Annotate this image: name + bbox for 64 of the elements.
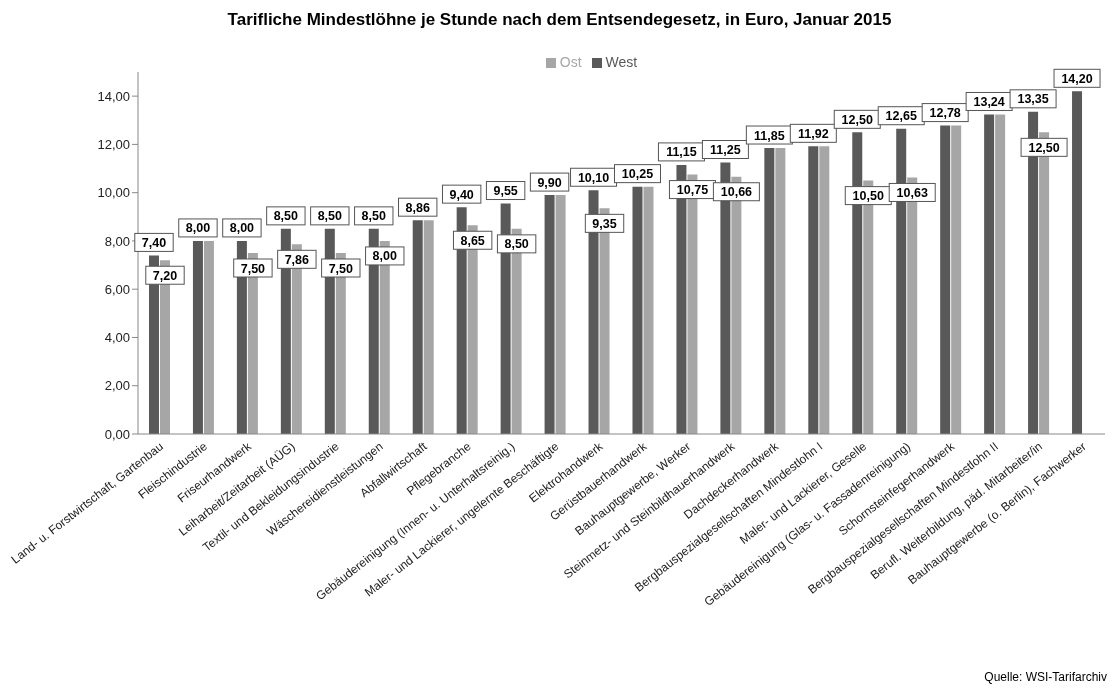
data-label: 8,50 bbox=[361, 209, 386, 224]
data-label: 9,90 bbox=[537, 175, 562, 190]
bar bbox=[544, 195, 555, 434]
data-label: 11,25 bbox=[710, 143, 741, 157]
data-label: 13,35 bbox=[1017, 92, 1049, 107]
bar bbox=[984, 114, 995, 434]
legend-label: Ost bbox=[559, 54, 582, 70]
data-label: 10,63 bbox=[896, 185, 928, 200]
bar bbox=[951, 125, 962, 434]
data-label: 8,00 bbox=[229, 221, 255, 236]
data-label: 14,20 bbox=[1061, 71, 1093, 86]
data-label: 7,86 bbox=[284, 252, 310, 267]
data-label: 7,40 bbox=[141, 235, 167, 250]
data-label: 7,20 bbox=[152, 268, 178, 283]
data-label: 11,92 bbox=[798, 126, 829, 141]
chart-title: Tarifliche Mindestlöhne je Stunde nach dem Entsendegesetz, in Euro, Januar 2015 bbox=[226, 9, 893, 31]
data-label: 8,50 bbox=[273, 209, 299, 224]
data-label: 7,50 bbox=[240, 261, 266, 276]
data-label: 10,25 bbox=[621, 167, 654, 182]
data-label: 10,50 bbox=[852, 189, 884, 204]
source-note: Quelle: WSI-Tarifarchiv bbox=[984, 670, 1107, 684]
bar bbox=[423, 220, 434, 434]
bar bbox=[940, 125, 951, 434]
data-label: 8,00 bbox=[372, 249, 397, 264]
data-label: 10,10 bbox=[577, 170, 610, 185]
bar bbox=[632, 186, 643, 434]
bar bbox=[203, 240, 214, 434]
data-label: 8,00 bbox=[185, 221, 211, 236]
bar bbox=[192, 240, 203, 434]
y-tick-label: 0,00 bbox=[104, 426, 130, 442]
data-label: 8,50 bbox=[317, 209, 343, 224]
data-label: 9,40 bbox=[449, 187, 474, 202]
data-label: 8,65 bbox=[460, 233, 485, 248]
y-tick-label: 12,00 bbox=[97, 137, 130, 153]
bar bbox=[819, 146, 830, 434]
data-label: 9,55 bbox=[493, 184, 518, 199]
bar bbox=[412, 220, 423, 434]
y-tick-label: 14,00 bbox=[97, 88, 130, 104]
data-label: 12,78 bbox=[929, 106, 961, 121]
y-tick-label: 10,00 bbox=[97, 185, 130, 201]
data-label: 11,15 bbox=[666, 145, 697, 160]
bar bbox=[764, 148, 775, 434]
data-label: 10,75 bbox=[676, 183, 709, 198]
data-label: 10,66 bbox=[720, 185, 753, 200]
bar bbox=[808, 146, 819, 434]
bar bbox=[555, 195, 566, 434]
data-label: 11,85 bbox=[754, 128, 785, 143]
data-label: 9,35 bbox=[592, 216, 617, 231]
bar bbox=[775, 148, 786, 434]
bar bbox=[643, 186, 654, 434]
bar bbox=[1072, 91, 1083, 434]
y-tick-label: 2,00 bbox=[104, 378, 130, 394]
y-tick-label: 4,00 bbox=[104, 330, 130, 346]
data-label: 8,86 bbox=[405, 200, 430, 215]
data-label: 13,24 bbox=[973, 94, 1005, 109]
y-tick-label: 8,00 bbox=[104, 233, 130, 249]
data-label: 12,50 bbox=[841, 112, 873, 127]
y-tick-label: 6,00 bbox=[104, 281, 130, 297]
data-label: 12,65 bbox=[885, 109, 917, 124]
data-label: 12,50 bbox=[1028, 140, 1060, 155]
bar bbox=[995, 114, 1006, 434]
data-label: 8,50 bbox=[504, 237, 529, 252]
data-label: 7,50 bbox=[328, 261, 354, 276]
legend-label: West bbox=[605, 54, 638, 70]
